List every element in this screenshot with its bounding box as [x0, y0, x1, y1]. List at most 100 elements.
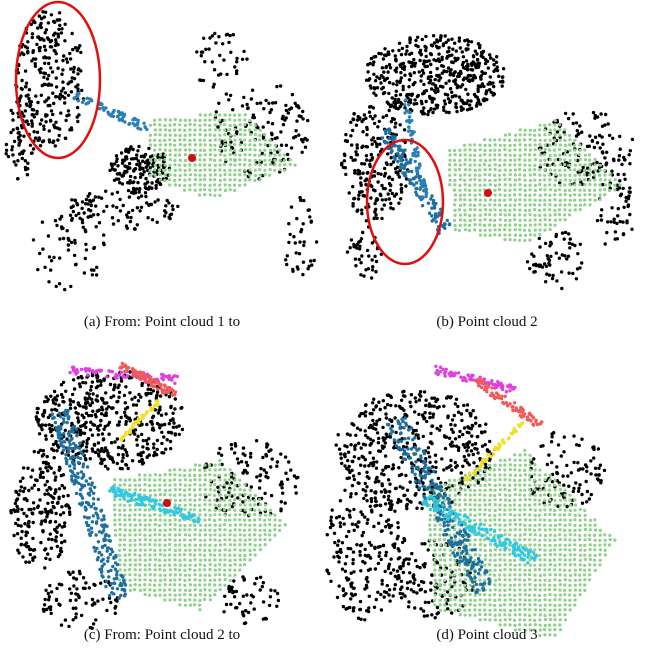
floor-point [493, 188, 497, 192]
point [232, 579, 236, 583]
floor-point [228, 118, 232, 122]
point [40, 140, 45, 144]
point [360, 211, 364, 216]
floor-point [558, 183, 562, 187]
floor-point [178, 573, 182, 577]
point [26, 40, 30, 44]
floor-point [158, 583, 162, 587]
floor-point [453, 183, 457, 187]
floor-point [138, 578, 142, 582]
point [365, 158, 369, 162]
floor-point [208, 493, 212, 497]
point [218, 446, 222, 451]
floor-point [203, 523, 208, 527]
floor-point [173, 478, 177, 482]
floor-point [548, 223, 552, 227]
floor-point [523, 163, 527, 167]
floor-point [283, 158, 287, 162]
point [469, 99, 473, 103]
floor-point [518, 213, 522, 217]
floor-point [553, 132, 557, 137]
segment-point [414, 181, 419, 185]
point [121, 446, 125, 450]
floor-point [472, 213, 477, 217]
floor-point [218, 163, 222, 167]
floor-point [553, 153, 557, 157]
floor-point [153, 543, 157, 547]
point [64, 57, 69, 61]
floor-point [173, 567, 177, 572]
point [443, 69, 447, 74]
floor-point [193, 148, 197, 152]
point [147, 146, 151, 151]
point [279, 507, 283, 511]
point [104, 411, 108, 415]
floor-point [203, 548, 207, 552]
point [72, 253, 77, 258]
floor-point [128, 478, 132, 482]
floor-point [528, 228, 532, 232]
point [42, 75, 46, 80]
floor-point [463, 228, 468, 232]
point [425, 64, 430, 69]
point [54, 529, 58, 533]
segment-point [101, 557, 105, 562]
point [107, 596, 112, 600]
floor-point [258, 148, 262, 152]
floor-point [238, 158, 242, 162]
point [113, 168, 117, 172]
point [269, 465, 273, 469]
floor-point [133, 563, 137, 567]
floor-point [228, 558, 232, 563]
point [45, 515, 49, 519]
point [82, 422, 87, 427]
floor-point [478, 183, 482, 187]
point [399, 70, 403, 75]
point [39, 93, 43, 98]
floor-point [258, 143, 262, 147]
point [162, 435, 166, 439]
floor-point [148, 158, 153, 162]
floor-point [458, 193, 462, 197]
segment-point [91, 502, 96, 506]
point [370, 241, 375, 245]
segment-point [388, 128, 392, 133]
floor-point [558, 157, 562, 162]
floor-point [168, 468, 172, 472]
point [278, 84, 283, 88]
point [57, 582, 62, 586]
floor-point [517, 178, 522, 182]
point [228, 33, 232, 38]
point [147, 437, 151, 441]
point [23, 522, 27, 526]
point [84, 248, 89, 252]
point [407, 100, 411, 104]
point [20, 156, 24, 161]
floor-point [223, 158, 228, 162]
floor-point [578, 148, 582, 152]
floor-point [178, 548, 182, 552]
point [562, 130, 566, 134]
point [416, 35, 420, 39]
point [76, 412, 80, 416]
floor-point [203, 597, 207, 602]
point [91, 198, 96, 202]
point [164, 204, 168, 208]
floor-point [128, 483, 132, 487]
floor-point [483, 168, 487, 172]
point [242, 95, 246, 100]
floor-point [153, 578, 157, 582]
point [102, 427, 106, 431]
floor-point [518, 163, 522, 167]
point [227, 98, 231, 102]
floor-point [233, 508, 237, 512]
floor-point [188, 567, 192, 572]
floor-point [528, 143, 532, 147]
floor-point [453, 163, 457, 167]
floor-point [518, 233, 522, 237]
segment-point [105, 549, 109, 553]
point [269, 108, 274, 112]
point [27, 524, 31, 529]
floor-point [558, 203, 562, 207]
floor-point [127, 553, 132, 557]
